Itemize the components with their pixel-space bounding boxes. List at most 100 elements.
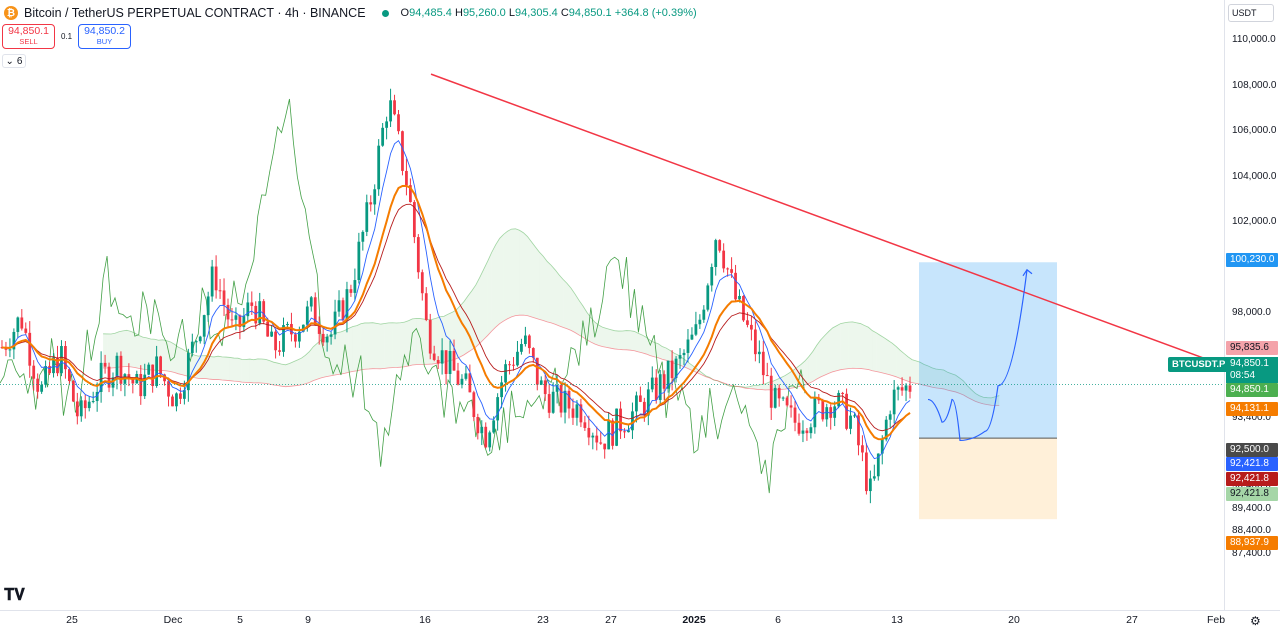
ichimoku-cloud-segment [650,340,655,357]
ichimoku-cloud-segment [666,348,671,362]
candle-body [773,387,777,408]
long-position-stop-zone [919,438,1057,520]
low-value: 94,305.4 [514,7,558,19]
candle-body [543,380,547,395]
ichimoku-cloud-segment [396,322,401,368]
symbol-title[interactable]: Bitcoin / TetherUS PERPETUAL CONTRACT · … [24,6,366,20]
candle-body [79,400,83,417]
ichimoku-cloud-segment [919,362,924,386]
ichimoku-cloud-segment [551,265,556,325]
candle-body [420,272,424,294]
candle-body [599,442,603,444]
candle-body [579,404,583,423]
chart-pane[interactable] [0,0,1224,610]
ichimoku-cloud-segment [848,321,853,369]
candle-body [547,394,551,413]
price-tick-label: 106,000.0 [1232,125,1277,136]
candle-body [650,377,654,390]
price-tick-label: 108,000.0 [1232,79,1277,91]
ichimoku-cloud-segment [388,322,393,368]
bar-countdown: 08:54 [1230,370,1256,381]
sell-price: 94,850.1 [8,25,49,37]
ichimoku-cloud-segment [297,358,302,386]
sell-button[interactable]: 94,850.1 SELL [2,24,55,49]
resistance-trendline [430,73,1212,362]
ichimoku-cloud-segment [241,359,246,383]
ichimoku-cloud-segment [947,372,952,392]
candle-body [297,331,301,342]
buy-button[interactable]: 94,850.2 BUY [78,24,131,49]
ichimoku-cloud-segment [483,261,488,340]
ichimoku-cloud-segment [642,335,647,355]
candle-body [389,100,392,122]
candle-body [321,333,325,343]
ichimoku-cloud-segment [987,397,992,406]
candle-body [234,315,238,320]
candle-body [678,355,682,359]
candle-body [230,319,234,321]
candle-body [377,145,381,190]
ichimoku-cloud-segment [606,328,611,349]
candle-body [20,317,24,329]
ichimoku-cloud-segment [400,322,405,368]
price-axis[interactable] [1224,0,1280,610]
candle-body [476,417,480,434]
candle-body [635,395,638,412]
ichimoku-cloud-segment [392,322,397,368]
candle-body [730,269,733,273]
ichimoku-cloud-segment [226,357,230,381]
ichimoku-cloud-segment [749,385,754,389]
candle-body [480,426,484,434]
indicators-toggle-button[interactable]: ⌄ 6 [2,54,26,68]
ichimoku-cloud-segment [360,322,365,370]
ichimoku-cloud-segment [325,335,330,377]
candle-body [190,341,194,354]
candle-body [615,408,618,446]
last-price: 94,850.1 [1230,358,1269,369]
ichimoku-cloud-segment [824,331,829,376]
ichimoku-cloud-segment [927,365,932,388]
candle-body [206,296,210,316]
ichimoku-cloud-segment [761,383,766,390]
price-chart-canvas[interactable] [0,0,1224,610]
ichimoku-cloud-segment [816,339,821,380]
candle-body [262,301,266,322]
candle-body [662,374,666,389]
ichimoku-cloud-segment [444,314,449,363]
time-axis[interactable] [0,610,1280,630]
ichimoku-cloud-segment [281,364,286,387]
ichimoku-cloud-segment [634,331,639,352]
ichimoku-cloud-segment [503,231,508,322]
candle-body [353,280,357,293]
currency-selector[interactable]: USDT [1228,4,1274,22]
candle-body [631,411,634,431]
ichimoku-cloud-segment [868,327,873,371]
change-value: +364.8 (+0.39%) [614,7,697,19]
candle-body [524,335,527,345]
projection-path [927,269,1028,442]
candle-body [535,357,539,385]
candle-body [785,397,789,406]
ichimoku-cloud-segment [245,359,250,383]
ichimoku-cloud-segment [416,318,421,365]
ichimoku-cloud-segment [491,244,496,332]
bitcoin-logo-icon: ₿ [4,6,18,20]
candle-body [638,395,642,402]
ichimoku-cloud-segment [991,396,996,406]
chart-settings-icon[interactable]: ⚙ [1250,614,1261,628]
ichimoku-cloud-segment [884,337,889,375]
ichimoku-cloud-segment [182,349,187,376]
candle-body [484,426,488,448]
candle-body [28,332,32,366]
tradingview-logo[interactable]: 𝐓𝐕 [4,587,25,604]
time-tick-label: 27 [605,614,617,626]
candle-body [539,380,543,385]
time-tick-label: 25 [66,614,78,626]
candle-body [294,334,297,342]
ichimoku-cloud-segment [598,325,603,347]
candle-body [904,385,908,391]
candle-body [179,393,182,399]
candle-body [769,375,773,408]
ichimoku-cloud-segment [459,301,464,357]
candle-body [64,346,67,370]
